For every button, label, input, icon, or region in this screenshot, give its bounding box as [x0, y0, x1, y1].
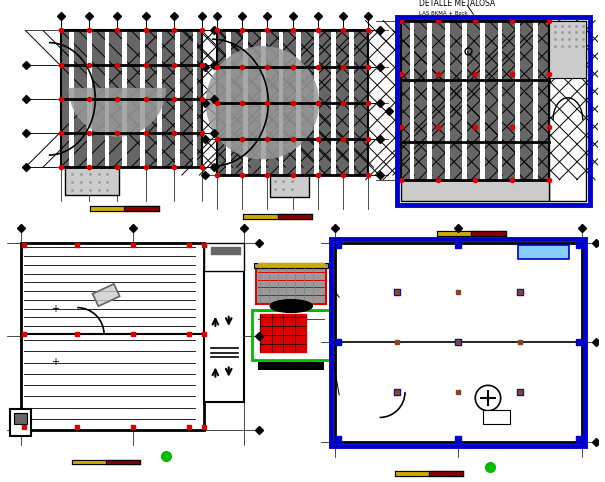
- Bar: [515, 21, 520, 180]
- Bar: [122, 30, 127, 167]
- Bar: [252, 310, 330, 360]
- Bar: [204, 242, 244, 271]
- Bar: [462, 21, 467, 180]
- Bar: [314, 30, 319, 175]
- Bar: [175, 30, 180, 167]
- Bar: [401, 21, 549, 180]
- Bar: [549, 21, 586, 79]
- Bar: [204, 271, 244, 402]
- Bar: [445, 21, 450, 180]
- Bar: [60, 30, 202, 167]
- Bar: [105, 30, 110, 167]
- Bar: [10, 409, 31, 436]
- Text: +: +: [51, 357, 59, 366]
- Bar: [254, 263, 329, 268]
- Text: DETALLE METALOSA: DETALLE METALOSA: [419, 0, 495, 8]
- Bar: [427, 21, 432, 180]
- Bar: [65, 167, 119, 195]
- Text: LAS BKMA + Bzck: LAS BKMA + Bzck: [419, 11, 468, 16]
- Bar: [261, 30, 266, 175]
- Bar: [60, 30, 202, 167]
- Bar: [243, 30, 248, 175]
- Bar: [335, 242, 581, 442]
- Bar: [192, 30, 197, 167]
- Bar: [260, 314, 306, 352]
- Bar: [497, 21, 502, 180]
- Circle shape: [476, 385, 501, 411]
- Bar: [140, 30, 145, 167]
- Bar: [217, 30, 368, 175]
- Bar: [532, 21, 538, 180]
- Bar: [14, 413, 27, 424]
- Bar: [258, 362, 324, 370]
- Bar: [410, 21, 414, 180]
- Ellipse shape: [270, 300, 312, 312]
- Circle shape: [206, 46, 319, 160]
- Bar: [480, 21, 485, 180]
- Text: +: +: [51, 304, 59, 314]
- Bar: [21, 242, 204, 430]
- Bar: [217, 30, 368, 175]
- Bar: [332, 239, 586, 446]
- Bar: [157, 30, 162, 167]
- Bar: [517, 245, 569, 259]
- Bar: [256, 268, 327, 304]
- Bar: [401, 21, 549, 180]
- PathPatch shape: [68, 88, 166, 137]
- Bar: [483, 410, 511, 424]
- Bar: [87, 30, 92, 167]
- Polygon shape: [93, 284, 120, 306]
- Bar: [278, 30, 283, 175]
- Bar: [296, 30, 301, 175]
- Bar: [397, 17, 590, 205]
- Bar: [549, 21, 586, 201]
- Bar: [70, 30, 74, 167]
- Bar: [226, 30, 231, 175]
- Bar: [270, 175, 309, 197]
- Bar: [332, 30, 336, 175]
- Bar: [401, 180, 549, 201]
- Bar: [349, 30, 354, 175]
